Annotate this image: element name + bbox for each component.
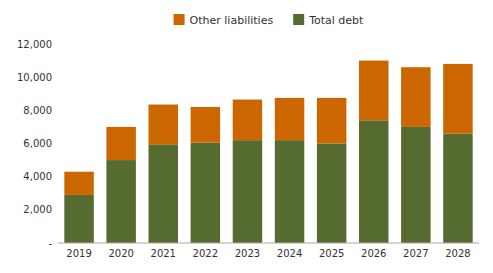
bar (359, 61, 388, 121)
y-tick-label: 10,000 (17, 72, 52, 83)
legend-swatch (293, 14, 304, 25)
bar (443, 64, 472, 134)
y-tick-label: 2,000 (23, 204, 52, 215)
y-tick-label: - (48, 238, 52, 249)
y-tick-label: 8,000 (23, 105, 52, 116)
y-tick-label: 12,000 (17, 39, 52, 50)
legend-swatch (174, 14, 185, 25)
bar (443, 134, 472, 243)
bar (106, 160, 135, 243)
x-tick-label: 2020 (108, 248, 133, 259)
x-tick-label: 2023 (235, 248, 260, 259)
bar (401, 67, 430, 127)
bar (191, 107, 220, 143)
bar (317, 144, 346, 244)
x-tick-label: 2019 (66, 248, 91, 259)
x-axis-line (58, 243, 479, 244)
x-tick-label: 2022 (193, 248, 218, 259)
bar (275, 98, 304, 140)
legend: Other liabilities Total debt (174, 14, 365, 27)
bar (317, 98, 346, 144)
x-tick-label: 2025 (319, 248, 344, 259)
bar (233, 100, 262, 141)
bar (359, 120, 388, 243)
bar (64, 172, 93, 195)
y-tick-label: 6,000 (23, 138, 52, 149)
x-tick-label: 2024 (277, 248, 302, 259)
bar (106, 127, 135, 160)
x-tick-label: 2021 (151, 248, 176, 259)
bar (64, 195, 93, 243)
y-tick-label: 4,000 (23, 171, 52, 182)
bar (275, 140, 304, 243)
bar (149, 105, 178, 145)
x-tick-label: 2026 (361, 248, 386, 259)
bar (149, 144, 178, 243)
bars (64, 61, 472, 243)
legend-label: Other liabilities (190, 14, 274, 27)
legend-label: Total debt (308, 14, 364, 27)
x-tick-label: 2027 (403, 248, 428, 259)
bar (233, 140, 262, 243)
chart: 2019 2020 2021 2022 2023 2024 2025 2026 2027 2028… (0, 0, 493, 273)
bar (401, 127, 430, 243)
bar (191, 143, 220, 243)
x-tick-label: 2028 (445, 248, 470, 259)
